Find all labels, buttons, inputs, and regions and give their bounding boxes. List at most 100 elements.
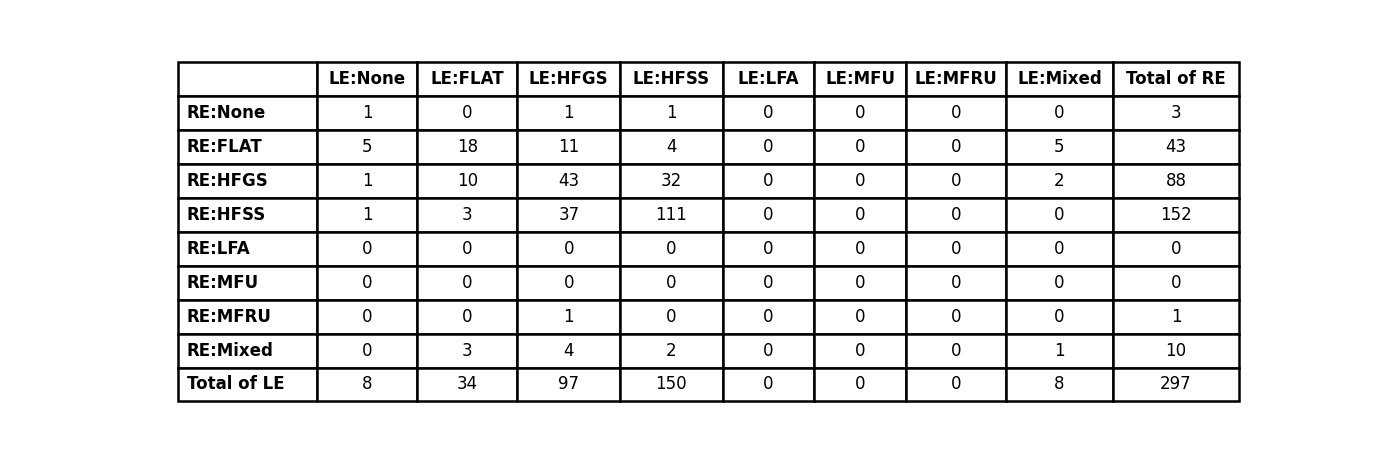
- Text: LE:MFRU: LE:MFRU: [916, 70, 997, 88]
- Bar: [317, 300, 418, 334]
- Bar: [815, 266, 906, 300]
- Bar: [178, 96, 317, 130]
- Text: 0: 0: [855, 104, 866, 122]
- Text: 0: 0: [462, 274, 473, 291]
- Text: 43: 43: [559, 172, 579, 190]
- Text: 37: 37: [559, 206, 579, 224]
- Bar: [906, 300, 1007, 334]
- Bar: [517, 96, 620, 130]
- Text: 0: 0: [1171, 274, 1181, 291]
- Text: 10: 10: [1166, 341, 1187, 359]
- Text: 0: 0: [462, 308, 473, 325]
- Text: LE:None: LE:None: [329, 70, 405, 88]
- Text: LE:FLAT: LE:FLAT: [430, 70, 505, 88]
- Bar: [815, 96, 906, 130]
- Bar: [517, 232, 620, 266]
- Bar: [1112, 334, 1239, 368]
- Text: 0: 0: [952, 104, 961, 122]
- Text: Total of LE: Total of LE: [187, 375, 284, 393]
- Text: 5: 5: [362, 138, 372, 156]
- Bar: [317, 334, 418, 368]
- Text: 4: 4: [667, 138, 676, 156]
- Text: 0: 0: [667, 308, 676, 325]
- Text: 8: 8: [1054, 375, 1065, 393]
- Bar: [723, 368, 815, 402]
- Bar: [723, 164, 815, 198]
- Bar: [178, 198, 317, 232]
- Text: 0: 0: [952, 206, 961, 224]
- Bar: [620, 368, 723, 402]
- Text: 0: 0: [763, 172, 774, 190]
- Bar: [815, 232, 906, 266]
- Text: 0: 0: [362, 308, 372, 325]
- Text: 0: 0: [855, 172, 866, 190]
- Bar: [517, 164, 620, 198]
- Text: 111: 111: [656, 206, 687, 224]
- Bar: [620, 266, 723, 300]
- Bar: [517, 334, 620, 368]
- Bar: [317, 96, 418, 130]
- Bar: [517, 266, 620, 300]
- Bar: [317, 62, 418, 96]
- Text: 0: 0: [952, 240, 961, 258]
- Bar: [1007, 300, 1112, 334]
- Bar: [815, 130, 906, 164]
- Bar: [418, 130, 517, 164]
- Bar: [906, 232, 1007, 266]
- Bar: [815, 198, 906, 232]
- Bar: [517, 62, 620, 96]
- Bar: [418, 334, 517, 368]
- Bar: [815, 62, 906, 96]
- Text: 1: 1: [1170, 308, 1181, 325]
- Text: 0: 0: [362, 274, 372, 291]
- Bar: [517, 368, 620, 402]
- Text: 4: 4: [563, 341, 574, 359]
- Bar: [178, 232, 317, 266]
- Text: 0: 0: [763, 341, 774, 359]
- Bar: [620, 300, 723, 334]
- Text: 0: 0: [1054, 206, 1065, 224]
- Text: 1: 1: [667, 104, 676, 122]
- Bar: [723, 232, 815, 266]
- Bar: [906, 266, 1007, 300]
- Text: 1: 1: [1054, 341, 1065, 359]
- Bar: [418, 300, 517, 334]
- Text: Total of RE: Total of RE: [1126, 70, 1225, 88]
- Text: 0: 0: [563, 274, 574, 291]
- Bar: [418, 266, 517, 300]
- Bar: [723, 198, 815, 232]
- Bar: [723, 96, 815, 130]
- Bar: [1007, 130, 1112, 164]
- Bar: [178, 62, 317, 96]
- Text: 1: 1: [563, 104, 574, 122]
- Text: 0: 0: [855, 341, 866, 359]
- Bar: [815, 334, 906, 368]
- Text: 0: 0: [667, 274, 676, 291]
- Bar: [178, 368, 317, 402]
- Text: LE:HFSS: LE:HFSS: [633, 70, 709, 88]
- Text: 150: 150: [656, 375, 687, 393]
- Bar: [1112, 164, 1239, 198]
- Text: RE:FLAT: RE:FLAT: [187, 138, 263, 156]
- Bar: [906, 198, 1007, 232]
- Text: LE:LFA: LE:LFA: [737, 70, 799, 88]
- Bar: [317, 198, 418, 232]
- Text: 0: 0: [1054, 274, 1065, 291]
- Bar: [815, 368, 906, 402]
- Text: RE:HFGS: RE:HFGS: [187, 172, 268, 190]
- Bar: [723, 334, 815, 368]
- Text: 97: 97: [559, 375, 579, 393]
- Text: 0: 0: [667, 240, 676, 258]
- Text: 0: 0: [952, 308, 961, 325]
- Bar: [620, 334, 723, 368]
- Text: 0: 0: [952, 138, 961, 156]
- Text: LE:Mixed: LE:Mixed: [1017, 70, 1102, 88]
- Bar: [178, 164, 317, 198]
- Text: 3: 3: [462, 206, 473, 224]
- Text: 0: 0: [855, 138, 866, 156]
- Text: 0: 0: [1054, 308, 1065, 325]
- Text: 0: 0: [855, 375, 866, 393]
- Text: 0: 0: [462, 104, 473, 122]
- Bar: [723, 266, 815, 300]
- Text: 0: 0: [763, 206, 774, 224]
